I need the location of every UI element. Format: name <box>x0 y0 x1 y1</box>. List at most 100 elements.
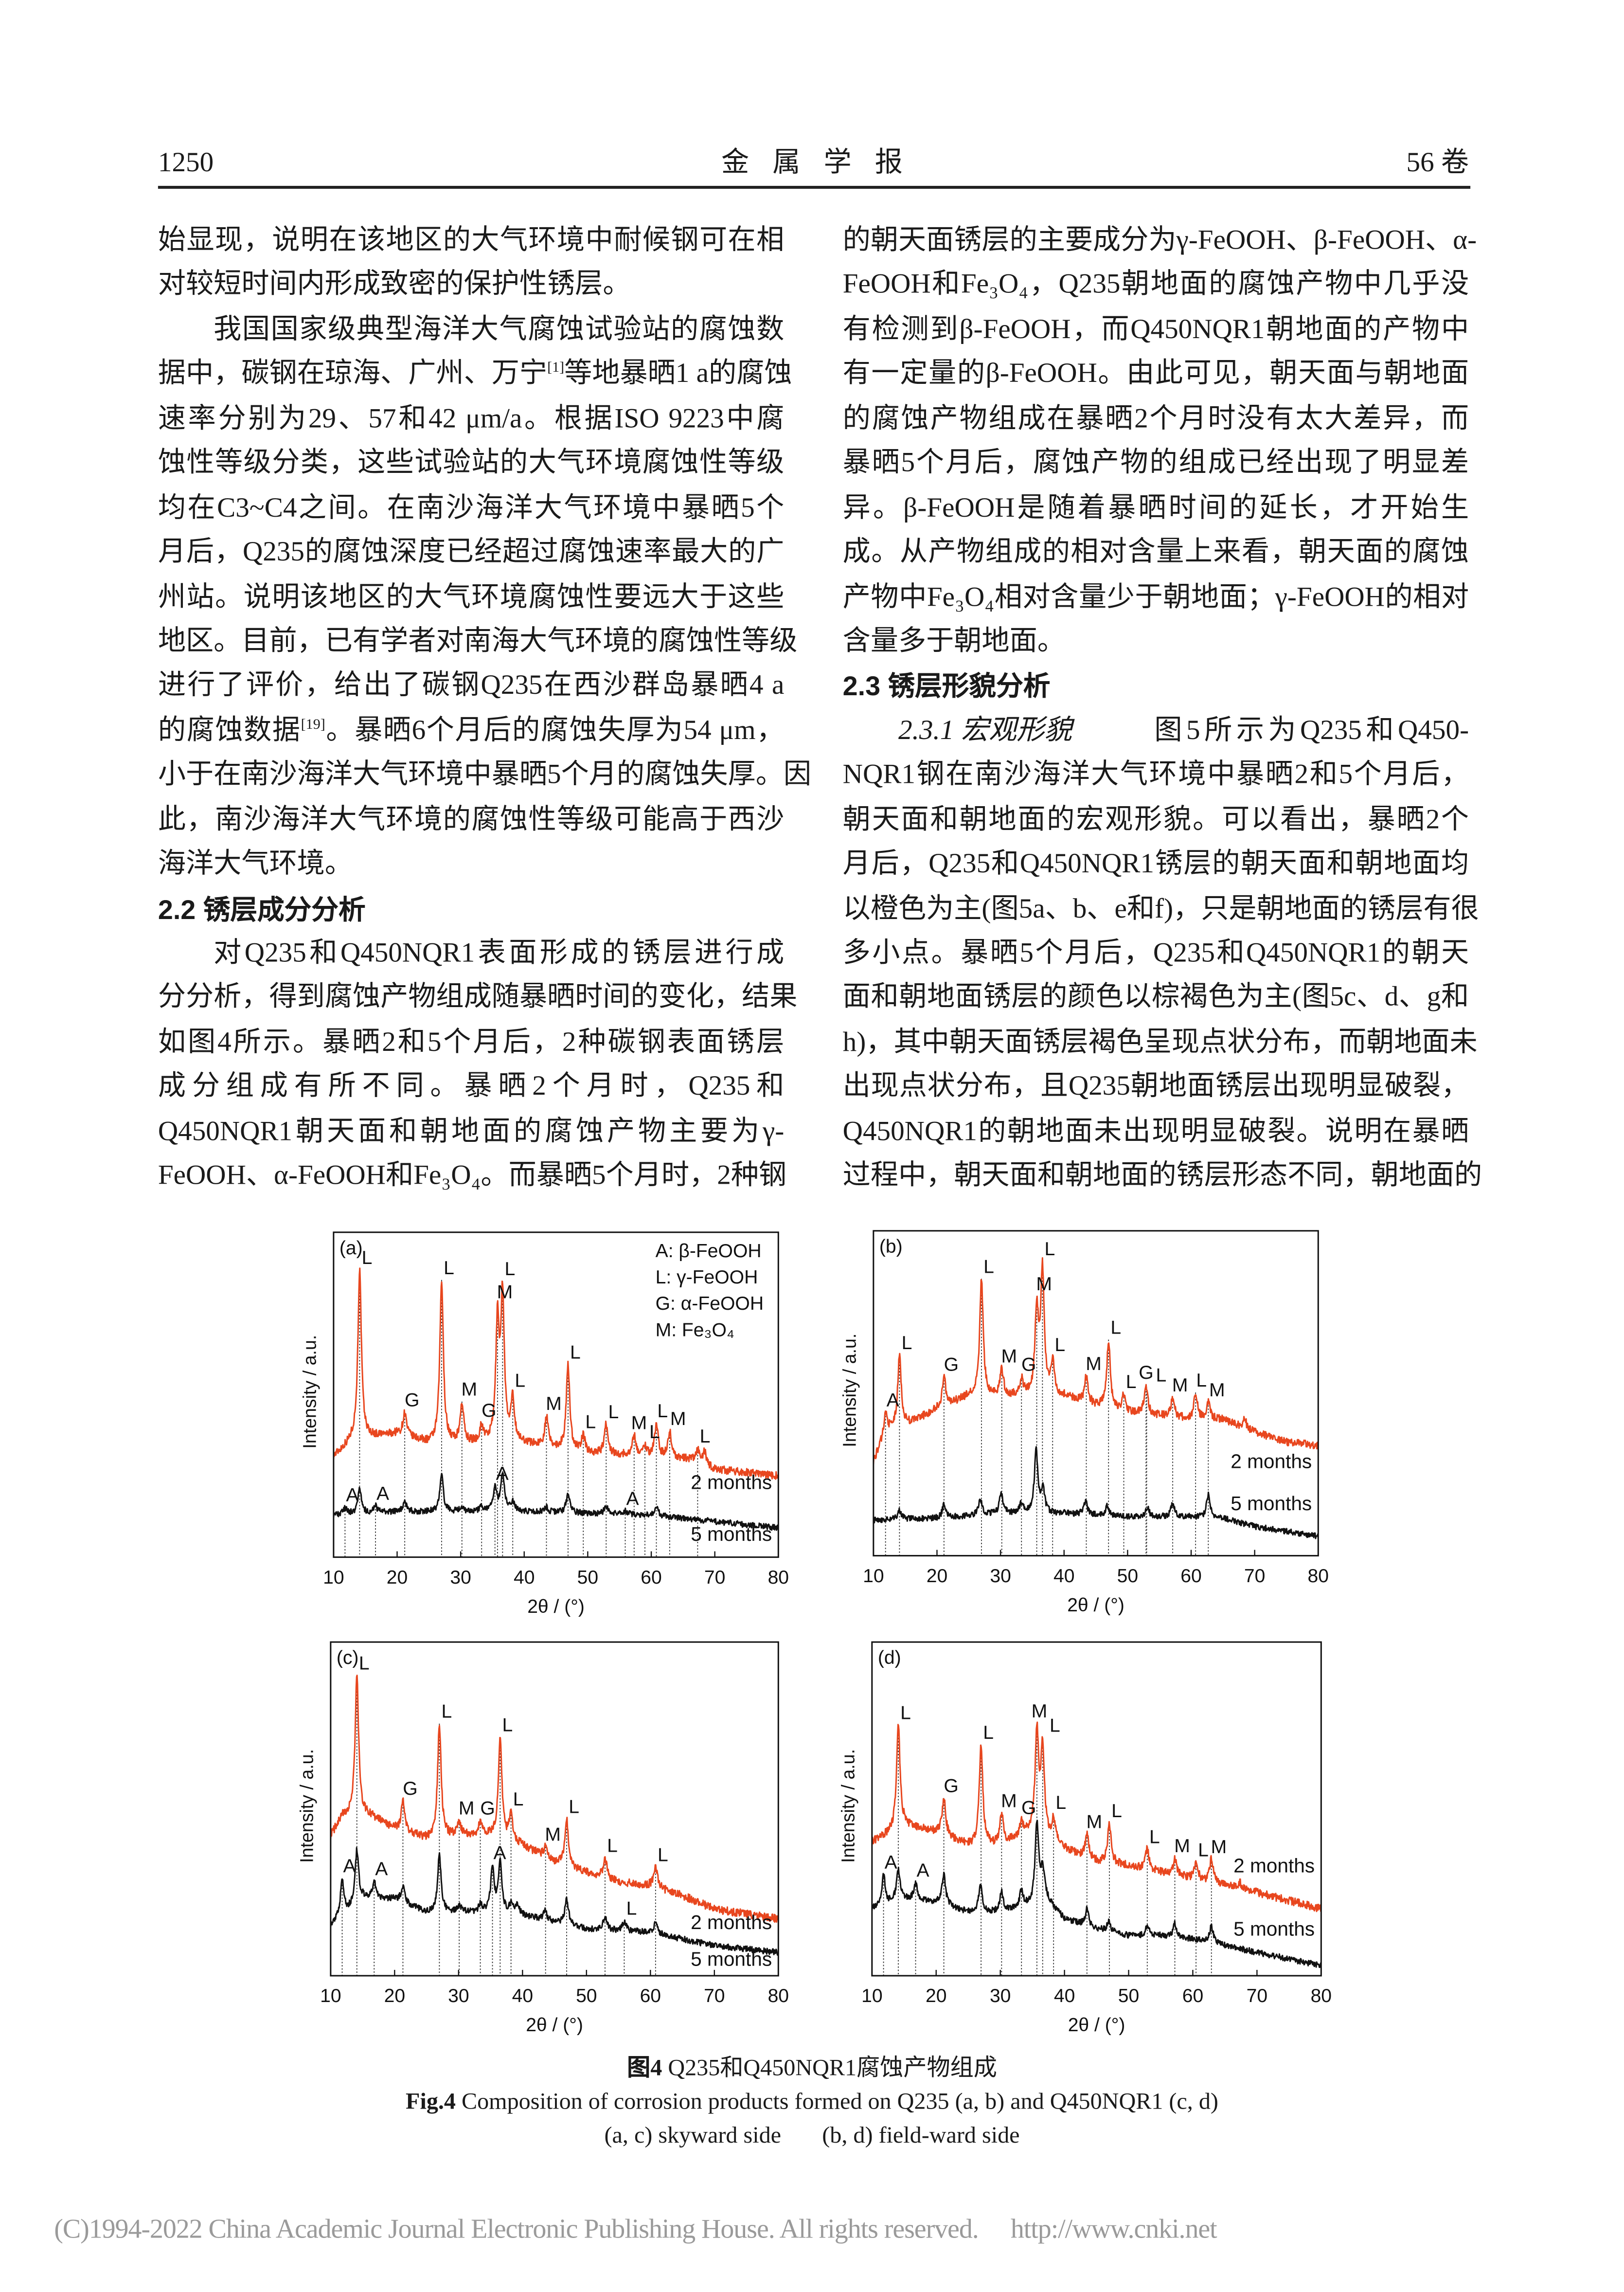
text-line: 的腐蚀产物组成在暴晒2个月时没有太大差异，而 <box>842 403 1469 434</box>
x-tick-label: 70 <box>704 1567 725 1588</box>
peak-label: M <box>1032 1701 1048 1722</box>
text-line: 异。β-FeOOH是随着暴晒时间的延长，才开始生 <box>842 492 1469 523</box>
text-line: FeOOH和Fe₃O₄，Q235朝地面的腐蚀产物中几乎没 <box>842 270 1469 301</box>
text-line: 以橙色为主(图5a、b、e和f)，只是朝地面的锈层有很 <box>842 893 1479 924</box>
peak-label: L <box>515 1370 525 1391</box>
peak-label: L <box>607 1835 618 1856</box>
x-tick-label: 40 <box>512 1985 533 2006</box>
series-line-2-months <box>873 1257 1319 1464</box>
peak-label: L <box>649 1422 660 1443</box>
peak-label: G <box>405 1390 419 1411</box>
page-number: 1250 <box>158 147 214 179</box>
text-line: 如图4所示。暴晒2和5个月后，2种碳钢表面锈层 <box>158 1027 785 1058</box>
series-label: 5 months <box>1233 1918 1315 1940</box>
plot-frame <box>333 1231 779 1558</box>
x-axis-label: 2θ / (°) <box>526 2015 583 2036</box>
x-tick-label: 20 <box>926 1985 946 2006</box>
text-line: 蚀性等级分类，这些试验站的大气环境腐蚀性等级 <box>158 448 785 479</box>
copyright-footer: (C)1994-2022 China Academic Journal Elec… <box>54 2214 979 2245</box>
legend-entry: G: α-FeOOH <box>656 1293 764 1314</box>
peak-label: L <box>585 1411 596 1432</box>
right-text-column: 的朝天面锈层的主要成分为γ-FeOOH、β-FeOOH、α- FeOOH和Fe₃O… <box>842 219 1482 1199</box>
text-line: Q450NQR1的朝地面未出现明显破裂。说明在暴晒 <box>842 1116 1469 1147</box>
peak-label: M <box>1001 1346 1017 1367</box>
x-tick-label: 50 <box>576 1985 597 2006</box>
citation-ref[interactable]: [19] <box>301 717 325 733</box>
footer-url-link[interactable]: http://www.cnki.net <box>1010 2214 1217 2245</box>
peak-label: L <box>900 1702 911 1723</box>
x-axis-label: 2θ / (°) <box>527 1596 585 1617</box>
x-tick-label: 40 <box>514 1567 535 1588</box>
text-line: 月后，Q235和Q450NQR1锈层的朝天面和朝地面均 <box>842 849 1469 880</box>
peak-label: L <box>983 1256 994 1277</box>
text-line: FeOOH、α-FeOOH和Fe₃O₄。而暴晒5个月时，2种钢 <box>158 1160 787 1192</box>
x-tick-label: 10 <box>863 1566 884 1587</box>
series-line-2-months <box>330 1675 779 1923</box>
peak-label: L <box>1050 1715 1060 1736</box>
peak-label: L <box>444 1258 454 1279</box>
peak-label: M <box>670 1408 686 1429</box>
text-line: 地区。目前，已有学者对南海大气环境的腐蚀性等级 <box>158 626 798 657</box>
peak-label: L <box>442 1701 452 1722</box>
series-label: 2 months <box>691 1471 772 1493</box>
x-tick-label: 30 <box>990 1985 1011 2006</box>
series-label: 5 months <box>691 1523 772 1545</box>
peak-label: L <box>1126 1372 1137 1392</box>
x-tick-label: 20 <box>927 1566 947 1587</box>
subsection-heading: 2.3.1 宏观形貌 <box>898 715 1072 746</box>
peak-label: A <box>496 1463 509 1484</box>
text-line: 速率分别为29、57和42 μm/a。根据ISO 9223中腐 <box>158 403 785 434</box>
citation-ref[interactable]: [1] <box>547 360 565 377</box>
section-heading: 2.3 锈层形貌分析 <box>842 670 1051 702</box>
x-tick-label: 30 <box>448 1985 469 2006</box>
text-line: 州站。说明该地区的大气环境腐蚀性要远大于这些 <box>158 581 785 613</box>
peak-label: L <box>1111 1801 1122 1822</box>
plot-frame <box>871 1641 1322 1977</box>
text-line: 2.3.1 宏观形貌 图5所示为Q235和Q450- <box>843 709 1469 754</box>
text-line: h)，其中朝天面锈层褐色呈现点状分布，而朝地面未 <box>842 1027 1478 1058</box>
caption-cn: 图4 Q235和Q450NQR1腐蚀产物组成 <box>0 2055 1624 2084</box>
text-line: 海洋大气环境。 <box>158 849 353 880</box>
peak-label: L <box>1044 1239 1055 1260</box>
x-tick-label: 10 <box>861 1985 882 2006</box>
text-line: Q450NQR1朝天面和朝地面的腐蚀产物主要为γ- <box>158 1116 785 1147</box>
x-tick-label: 30 <box>450 1567 471 1588</box>
peak-label: M <box>545 1824 561 1845</box>
peak-label: M <box>1087 1811 1103 1832</box>
text-line: 我国国家级典型海洋大气腐蚀试验站的腐蚀数 <box>214 314 785 345</box>
text-line: 始显现，说明在该地区的大气环境中耐候钢可在相 <box>158 225 785 256</box>
peak-label: L <box>983 1722 994 1743</box>
peak-label: L <box>700 1426 711 1447</box>
peak-label: M <box>461 1379 477 1400</box>
x-tick-label: 50 <box>577 1567 598 1588</box>
text-line: 的朝天面锈层的主要成分为γ-FeOOH、β-FeOOH、α- <box>842 225 1477 256</box>
peak-label: A <box>346 1485 358 1506</box>
peak-label: M <box>1001 1791 1017 1812</box>
panel-label: (c) <box>337 1647 359 1668</box>
x-tick-label: 60 <box>1182 1985 1203 2006</box>
peak-label: M <box>546 1393 562 1414</box>
peak-label: L <box>608 1402 619 1423</box>
peak-label: M <box>1209 1380 1225 1401</box>
text-line: 成。从产物组成的相对含量上来看，朝天面的腐蚀 <box>842 537 1469 568</box>
x-tick-label: 40 <box>1054 1985 1075 2006</box>
peak-label: L <box>505 1259 516 1280</box>
peak-label: G <box>480 1798 495 1819</box>
legend-entry: L: γ-FeOOH <box>656 1267 758 1288</box>
series-line-5-months <box>330 1847 779 1956</box>
x-axis-label: 2θ / (°) <box>1068 2015 1125 2036</box>
series-line-5-months <box>873 1446 1319 1539</box>
panel-label: (b) <box>879 1236 903 1257</box>
x-tick-label: 50 <box>1117 1566 1138 1587</box>
header-rule <box>158 186 1471 188</box>
peak-label: L <box>362 1247 373 1268</box>
y-axis-label: Intensity / a.u. <box>839 1334 860 1447</box>
peak-label: A <box>494 1842 506 1863</box>
series-line-5-months <box>333 1472 779 1531</box>
peak-label: M <box>459 1798 475 1819</box>
peak-label: L <box>513 1789 524 1810</box>
